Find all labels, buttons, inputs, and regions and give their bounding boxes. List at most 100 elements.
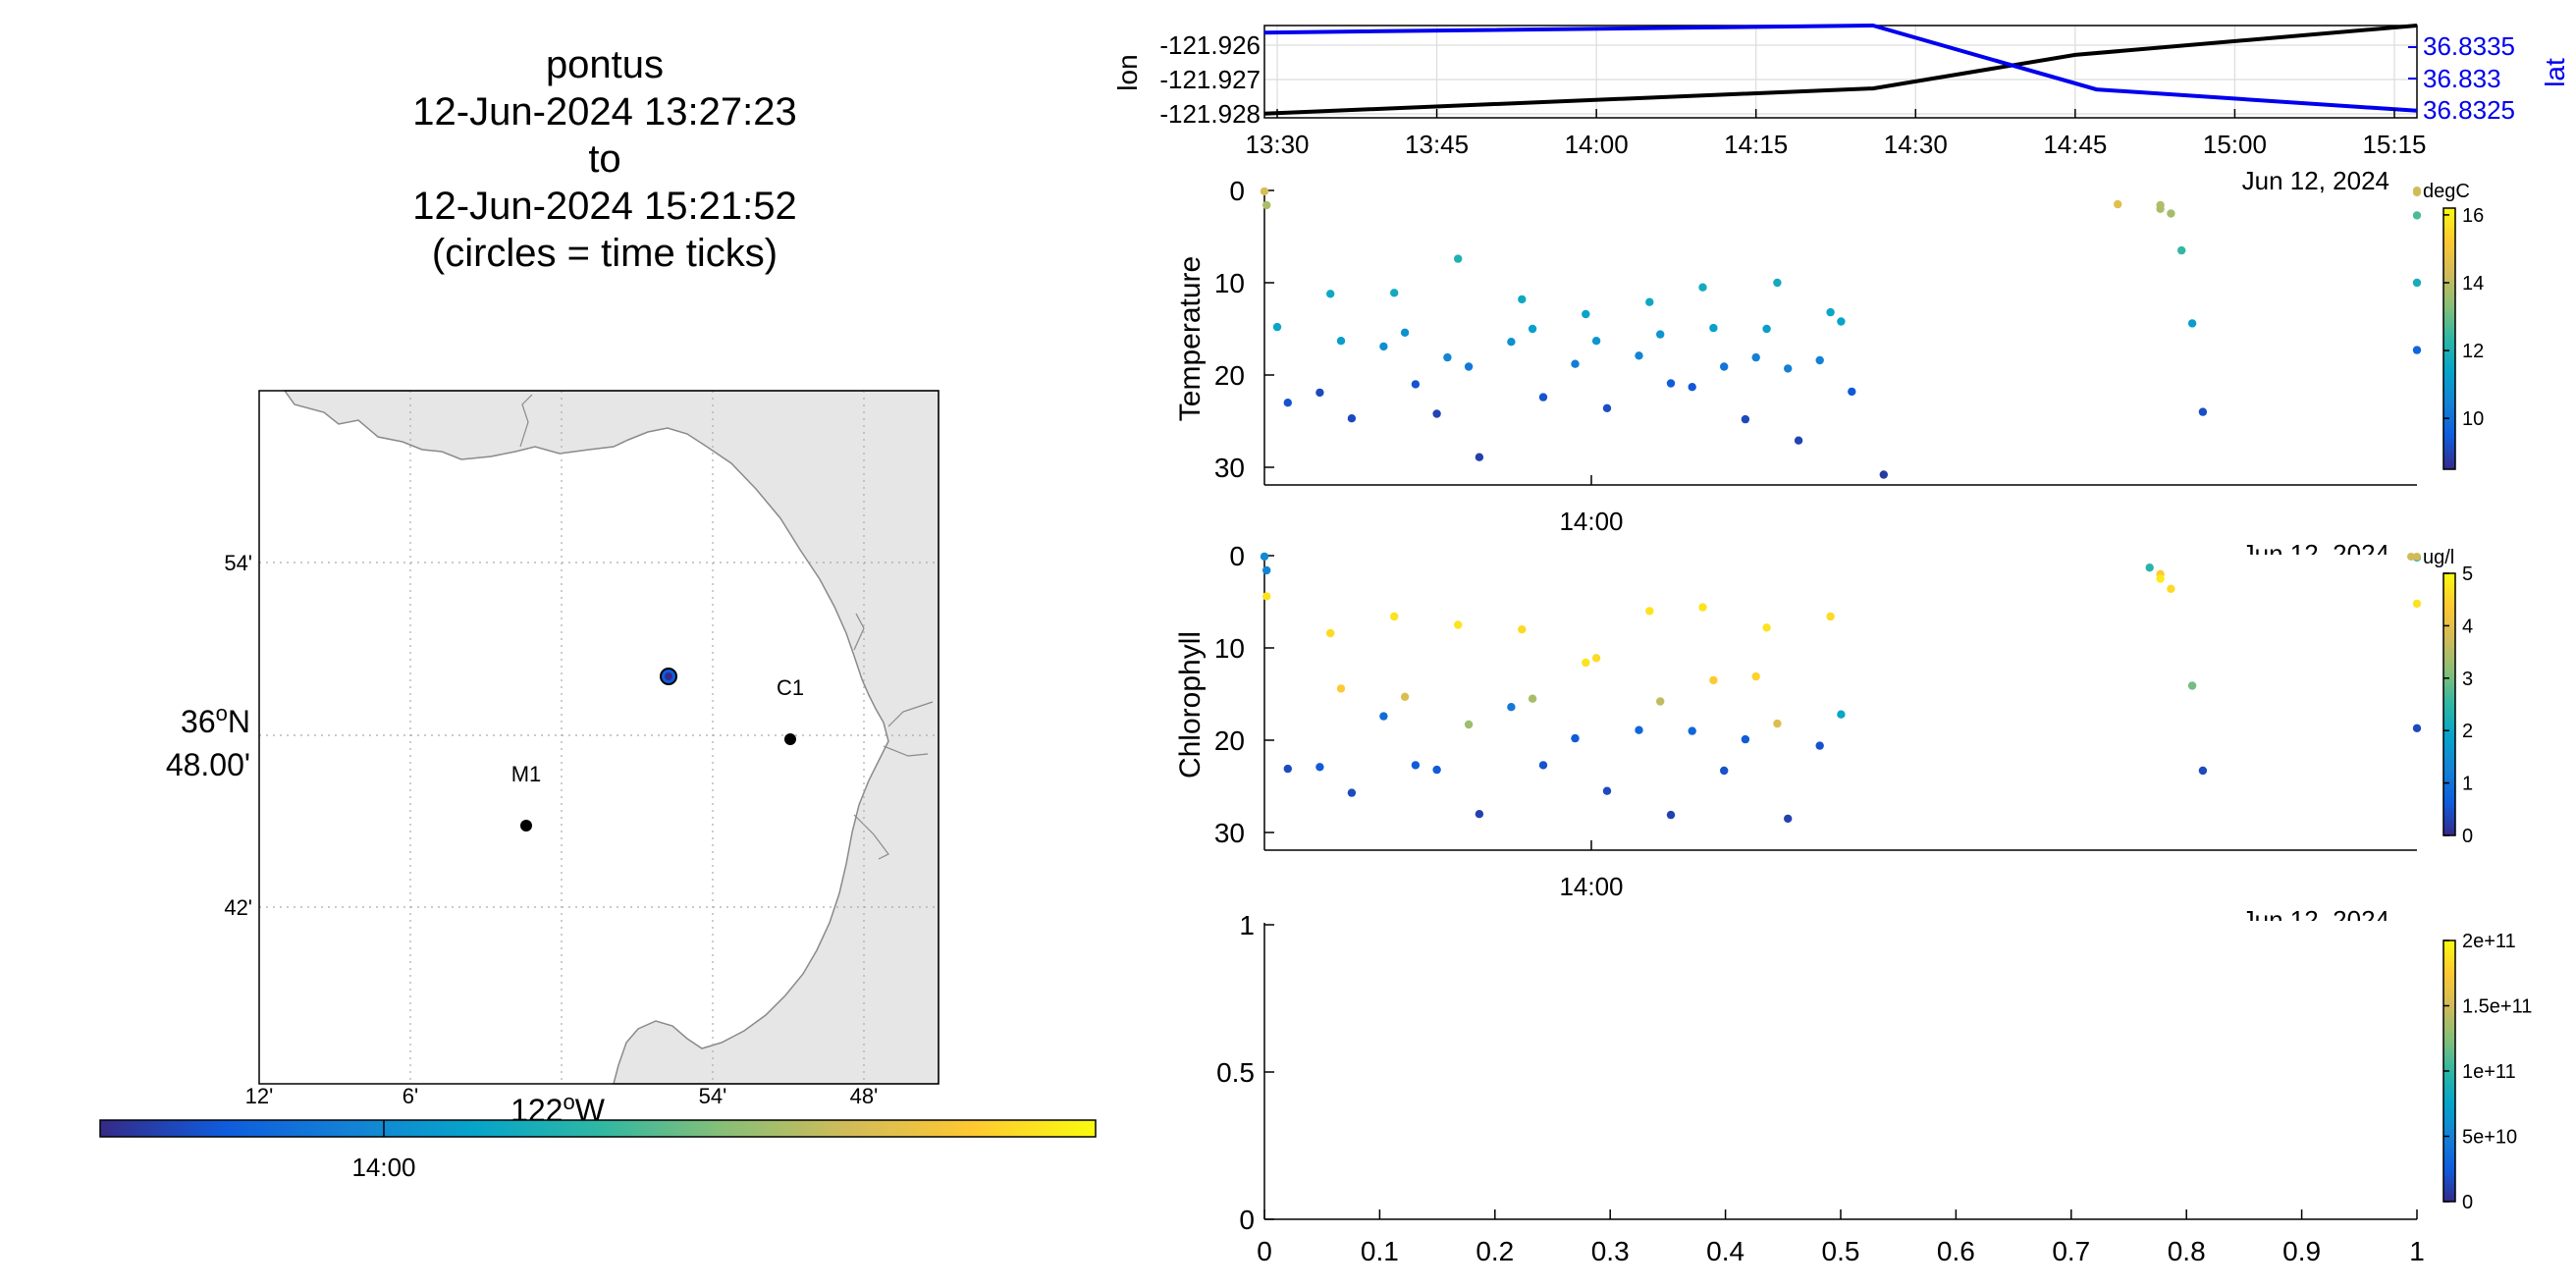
map-gridlines — [259, 391, 939, 1084]
colorbar-tick-label: 0 — [2462, 826, 2473, 847]
scatter-point — [1826, 307, 1835, 317]
map-lat-tick-54: 54' — [224, 551, 252, 575]
scatter-point — [1815, 741, 1824, 750]
scatter-point — [1698, 603, 1707, 612]
title-line-4: 12-Jun-2024 15:21:52 — [412, 185, 797, 228]
title-line-2: 12-Jun-2024 13:27:23 — [412, 90, 797, 134]
scatter-point — [1432, 765, 1441, 775]
scatter-point — [2114, 199, 2122, 209]
scatter-point — [1326, 628, 1335, 638]
empty-xtick-label: 0.6 — [1937, 1236, 1975, 1266]
lonlat-grid — [1264, 44, 2417, 115]
scatter-point — [1262, 592, 1271, 601]
map-lon-tick-6: 6' — [402, 1084, 418, 1108]
chlorophyll-ytick-20: 20 — [1214, 725, 1245, 756]
chlorophyll-date-label-clip: Jun 12, 2024 — [2242, 539, 2389, 568]
empty-ytick-label: 0.5 — [1216, 1057, 1255, 1088]
scatter-point — [1688, 383, 1696, 392]
scatter-point — [1260, 552, 1269, 562]
scatter-point — [1741, 414, 1750, 424]
colorbar-tick-label: 3 — [2462, 669, 2473, 690]
colorbar-tick-label: 1.5e+11 — [2462, 996, 2532, 1018]
lat-series-line — [1263, 23, 2418, 113]
scatter-point — [1464, 720, 1474, 729]
scatter-point — [1656, 330, 1665, 339]
panel-lonlat: -121.926 -121.927 -121.928 36.8335 36.83… — [1112, 23, 2570, 159]
temperature-axis-label: Temperature — [1174, 256, 1207, 421]
temperature-date-label: Jun 12, 2024 — [2242, 166, 2389, 195]
empty-xtick-label: 0.7 — [2052, 1236, 2090, 1266]
map-lon-tick-48: 48' — [850, 1084, 879, 1108]
colorbar-tick-label: 16 — [2462, 205, 2484, 227]
scatter-point — [1315, 388, 1324, 398]
scatter-point — [1762, 324, 1771, 334]
lonlat-xtick-label: 14:45 — [2043, 130, 2107, 159]
panel-chlorophyll: 0 10 20 30 14:00 Jun 12, 2024 Chlorophyl… — [1174, 539, 2473, 901]
lonlat-xtick-label: 15:15 — [2362, 130, 2426, 159]
lonlat-vertical-grid — [1276, 26, 2395, 118]
lon-degree-symbol: o — [563, 1090, 574, 1114]
time-colorbar — [99, 1119, 1097, 1138]
chlorophyll-y-ticks — [1264, 555, 1592, 850]
scatter-point — [1528, 694, 1537, 703]
empty-x-ticks: 0 0.1 0.2 0.3 0.4 0.5 0.6 0.7 0.8 0.9 1 — [1257, 1209, 2425, 1266]
empty-ytick-label: 1 — [1239, 910, 1255, 940]
scatter-point — [1602, 786, 1612, 795]
lon-axis-label: lon — [1112, 54, 1143, 90]
lon-tick-0: -121.926 — [1159, 30, 1261, 60]
scatter-point — [1688, 726, 1696, 735]
scatter-point — [1698, 283, 1707, 292]
colorbar-tick-label: 12 — [2462, 341, 2484, 362]
chlorophyll-ytick-30: 30 — [1214, 818, 1245, 848]
scatter-point — [1741, 734, 1750, 744]
scatter-point — [2156, 204, 2165, 213]
scatter-point — [1432, 409, 1441, 418]
chlorophyll-ytick-10: 10 — [1214, 633, 1245, 664]
scatter-point — [1315, 763, 1324, 772]
empty-xtick-label: 0.8 — [2168, 1236, 2206, 1266]
scatter-point — [1518, 625, 1527, 634]
map-lat-tick-48: 48.00' — [166, 747, 250, 782]
scatter-point — [1518, 295, 1527, 304]
scatter-point — [1837, 710, 1846, 719]
lonlat-xtick-label: 13:45 — [1405, 130, 1469, 159]
colorbar-tick-label: 2 — [2462, 721, 2473, 742]
scatter-point — [1262, 565, 1271, 575]
map-lon-tick-12: 12' — [245, 1084, 274, 1108]
map-lon-tick-54: 54' — [699, 1084, 727, 1108]
empty-xtick-label: 0.5 — [1822, 1236, 1860, 1266]
temperature-ytick-20: 20 — [1214, 360, 1245, 391]
scatter-point — [1751, 671, 1760, 681]
empty-date-label-clip: Jun 12, 2024 — [2242, 905, 2389, 921]
title-line-1: pontus — [545, 43, 665, 86]
colorbar-tick-label: 1 — [2462, 774, 2473, 795]
scatter-point — [1571, 359, 1580, 368]
scatter-point — [1826, 612, 1835, 621]
scatter-point — [1379, 342, 1388, 351]
temperature-legend-marker — [2413, 187, 2421, 194]
scatter-point — [2412, 346, 2422, 354]
empty-xtick-label: 0.3 — [1591, 1236, 1630, 1266]
mooring-m1-label: M1 — [511, 762, 542, 786]
scatter-point — [1602, 403, 1612, 412]
scatter-point — [1464, 362, 1474, 371]
scatter-point — [1336, 684, 1346, 693]
lonlat-xtick-label: 15:00 — [2203, 130, 2267, 159]
scatter-point — [2412, 211, 2422, 220]
scatter-point — [1400, 328, 1410, 337]
scatter-point — [1645, 297, 1654, 306]
lat-degree-value: 36 — [181, 704, 216, 739]
temperature-ytick-0: 0 — [1229, 176, 1245, 206]
scatter-point — [2187, 681, 2197, 690]
scatter-point — [1879, 470, 1889, 479]
scatter-point — [1390, 289, 1399, 297]
colorbar-tick-label: 0 — [2462, 1192, 2473, 1213]
scatter-point — [1443, 352, 1452, 362]
chlorophyll-ytick-0: 0 — [1229, 541, 1245, 571]
colorbar-tick-label: 4 — [2462, 616, 2473, 637]
lat-tick-0: 36.8335 — [2423, 31, 2515, 61]
lonlat-x-ticks: 13:30 13:45 14:00 14:15 14:30 14:45 15:00 15:15 — [1245, 109, 2427, 159]
scatter-point — [1260, 187, 1269, 196]
chlorophyll-date-label: Jun 12, 2024 — [2242, 539, 2389, 568]
scatter-point — [2198, 407, 2208, 416]
